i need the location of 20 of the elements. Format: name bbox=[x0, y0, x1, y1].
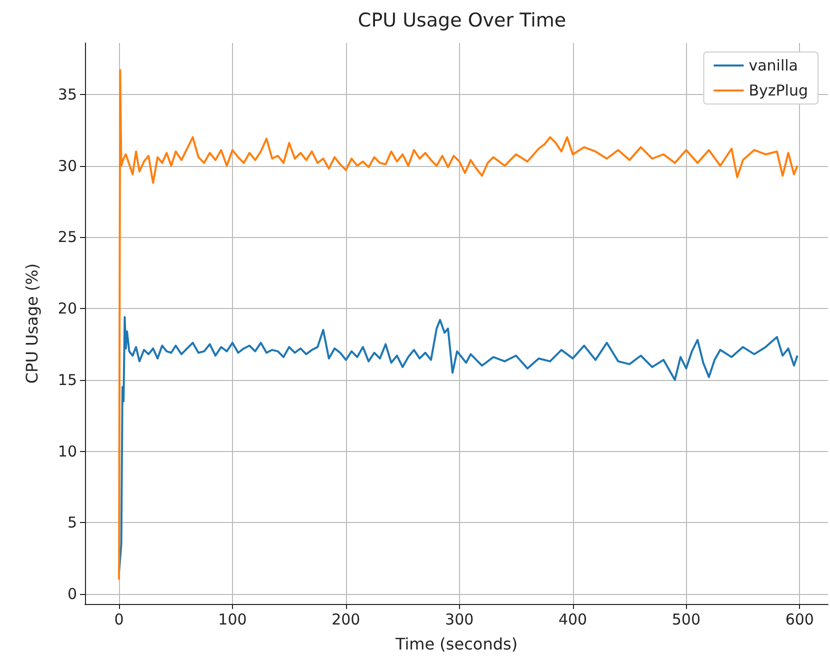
x-tick-label: 0 bbox=[114, 610, 124, 628]
y-tick-label: 25 bbox=[58, 228, 77, 246]
y-axis-title: CPU Usage (%) bbox=[22, 263, 42, 384]
x-tick-label: 200 bbox=[332, 610, 360, 628]
y-tick-label: 0 bbox=[67, 585, 77, 604]
y-tick-label: 20 bbox=[58, 300, 77, 318]
x-tick-label: 500 bbox=[672, 610, 701, 628]
y-tick-label: 10 bbox=[58, 442, 77, 460]
y-tick-label: 35 bbox=[58, 85, 77, 104]
chart-title: CPU Usage Over Time bbox=[358, 10, 566, 32]
x-tick-label: 300 bbox=[445, 610, 474, 628]
x-tick-label: 400 bbox=[558, 610, 588, 628]
x-axis-title: Time (seconds) bbox=[394, 634, 518, 654]
x-tick-label: 100 bbox=[218, 610, 247, 628]
legend-label: ByzPlug bbox=[748, 82, 808, 100]
legend-label: vanilla bbox=[748, 56, 798, 74]
y-tick-label: 5 bbox=[67, 514, 77, 532]
x-tick-label: 600 bbox=[785, 610, 814, 628]
y-tick-label: 15 bbox=[58, 370, 77, 389]
y-tick-label: 30 bbox=[58, 156, 77, 175]
